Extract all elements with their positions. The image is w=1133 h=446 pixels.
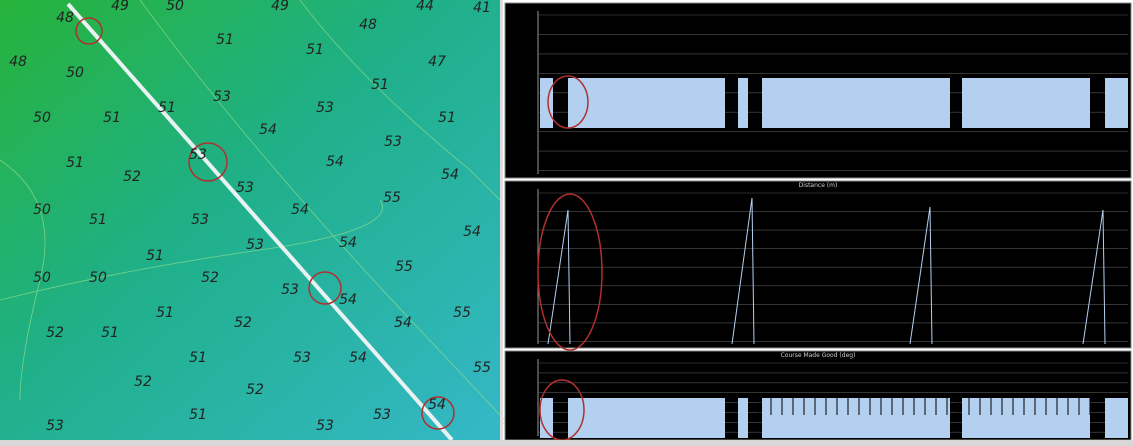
- sounding: 55: [395, 259, 413, 275]
- signal-block: [738, 398, 748, 438]
- sounding: 54: [339, 292, 357, 308]
- sounding: 50: [66, 65, 84, 81]
- sounding: 53: [281, 282, 299, 298]
- sounding: 49: [111, 0, 129, 14]
- charts: Distance (m) Course Made Good (deg): [505, 3, 1131, 440]
- sounding: 51: [189, 350, 207, 366]
- sounding: 51: [306, 42, 324, 58]
- sounding: 51: [156, 305, 174, 321]
- sounding: 41: [473, 0, 491, 16]
- sounding: 51: [146, 248, 164, 264]
- sounding: 53: [316, 418, 334, 434]
- sounding: 50: [89, 270, 107, 286]
- panel-title: Distance (m): [799, 182, 838, 189]
- signal-block: [1105, 78, 1128, 128]
- signal-block: [762, 78, 950, 128]
- sounding: 54: [349, 350, 367, 366]
- sounding: 52: [134, 374, 152, 390]
- sounding: 54: [394, 315, 412, 331]
- sounding: 52: [123, 169, 141, 185]
- sounding: 51: [371, 77, 389, 93]
- sounding: 51: [89, 212, 107, 228]
- sounding: 50: [33, 202, 51, 218]
- sounding: 55: [383, 190, 401, 206]
- sounding: 51: [66, 155, 84, 171]
- sounding: 48: [56, 10, 74, 26]
- sounding: 49: [271, 0, 289, 14]
- sounding: 54: [259, 122, 277, 138]
- sounding: 53: [46, 418, 64, 434]
- sounding: 52: [46, 325, 64, 341]
- view: 48 49 50 49 48 44 41 48 50 51 51 47 51 53 51 53 51 50 51 54…: [0, 0, 1133, 446]
- sounding: 44: [416, 0, 434, 14]
- sounding: 54: [291, 202, 309, 218]
- sounding: 51: [438, 110, 456, 126]
- sounding: 51: [189, 407, 207, 423]
- sounding: 53: [189, 147, 207, 163]
- signal-block: [568, 398, 725, 438]
- signal-block: [738, 78, 748, 128]
- sounding: 54: [428, 397, 446, 413]
- panel-title: Course Made Good (deg): [781, 352, 856, 359]
- sounding: 50: [33, 270, 51, 286]
- sounding: 54: [326, 154, 344, 170]
- screen: 48 49 50 49 48 44 41 48 50 51 51 47 51 53 51 53 51 50 51 54…: [0, 0, 1133, 446]
- signal-block: [762, 398, 950, 438]
- scrollbar: [0, 440, 1133, 446]
- sounding: 51: [216, 32, 234, 48]
- sounding: 50: [33, 110, 51, 126]
- sounding: 53: [191, 212, 209, 228]
- signal-block: [568, 78, 725, 128]
- sounding: 52: [246, 382, 264, 398]
- sounding: 55: [473, 360, 491, 376]
- signal-block: [962, 78, 1090, 128]
- sounding: 52: [201, 270, 219, 286]
- signal-block: [962, 398, 1090, 438]
- sounding: 48: [9, 54, 27, 70]
- signal-block: [540, 78, 553, 128]
- sounding: 53: [213, 89, 231, 105]
- sounding: 53: [293, 350, 311, 366]
- sounding: 47: [428, 54, 446, 70]
- sounding: 53: [384, 134, 402, 150]
- sounding: 54: [463, 224, 481, 240]
- sounding: 54: [339, 235, 357, 251]
- sounding: 50: [166, 0, 184, 14]
- sounding: 51: [101, 325, 119, 341]
- sounding: 51: [158, 100, 176, 116]
- sounding: 52: [234, 315, 252, 331]
- signal-block: [1105, 398, 1128, 438]
- sounding: 53: [236, 180, 254, 196]
- sounding: 51: [103, 110, 121, 126]
- sounding: 48: [359, 17, 377, 33]
- sounding: 54: [441, 167, 459, 183]
- sounding: 53: [373, 407, 391, 423]
- sounding: 53: [316, 100, 334, 116]
- sounding: 55: [453, 305, 471, 321]
- sounding: 53: [246, 237, 264, 253]
- divider: [500, 0, 503, 446]
